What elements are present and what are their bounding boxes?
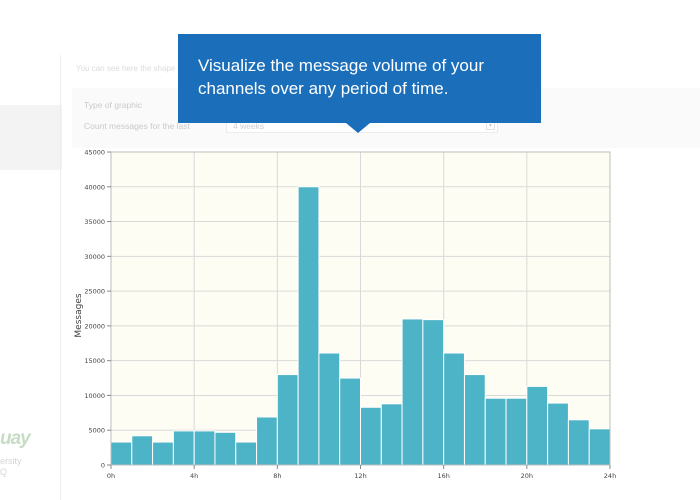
bar [484, 397, 507, 466]
x-axis: 0h 4h 8h 12h 16h 20h 24h [107, 465, 616, 480]
bar [193, 430, 216, 466]
chart-bars [110, 186, 611, 466]
bar [505, 397, 528, 466]
bar [152, 441, 174, 466]
bar [526, 385, 549, 466]
graphic-type-label: Type of graphic [84, 100, 143, 110]
bar [380, 403, 403, 466]
y-tick-label: 15000 [84, 357, 105, 365]
bar [318, 352, 341, 466]
bar [443, 352, 465, 466]
bar [297, 186, 320, 466]
bar [172, 430, 195, 466]
bar [588, 428, 611, 466]
bar [463, 374, 486, 466]
y-tick-label: 25000 [84, 288, 105, 296]
y-tick-label: 40000 [84, 183, 105, 191]
x-tick-label: 24h [604, 472, 616, 480]
y-tick-label: 20000 [84, 322, 105, 330]
x-tick-label: 4h [190, 472, 198, 480]
y-tick-label: 10000 [84, 392, 105, 400]
bar [110, 441, 133, 466]
left-sidebar-panel [0, 105, 62, 170]
x-tick-label: 20h [521, 472, 533, 480]
y-tick-label: 5000 [88, 427, 105, 435]
intro-text: You can see here the shape [76, 64, 176, 73]
x-tick-label: 16h [437, 472, 449, 480]
bar [235, 441, 258, 466]
bar [360, 406, 382, 466]
y-tick-label: 0 [101, 462, 105, 470]
bar [567, 419, 590, 466]
y-tick-label: 35000 [84, 218, 105, 226]
bar [214, 431, 237, 466]
bar [256, 416, 278, 466]
x-tick-label: 0h [107, 472, 115, 480]
y-tick-label: 30000 [84, 253, 105, 261]
period-select-value: 4 weeks [233, 121, 265, 131]
brand-subtitle-2: Q [0, 467, 8, 477]
sidebar-divider [60, 55, 61, 500]
bar [276, 374, 299, 466]
x-tick-label: 12h [354, 472, 366, 480]
brand-logo: uay [0, 428, 31, 449]
brand-subtitle: ersity [0, 456, 22, 466]
callout-text: Visualize the message volume of your cha… [198, 56, 485, 98]
feature-callout: Visualize the message volume of your cha… [178, 34, 541, 123]
callout-pointer [346, 123, 370, 133]
x-tick-label: 8h [273, 472, 281, 480]
y-axis: 0 5000 10000 15000 20000 25000 30000 35000 40000… [84, 149, 111, 470]
y-tick-label: 45000 [84, 149, 105, 157]
count-period-label: Count messages for the last [84, 121, 190, 131]
bar [131, 435, 154, 466]
y-axis-label: Messages [74, 293, 84, 337]
bar [339, 377, 362, 466]
bar [547, 402, 569, 466]
bar [401, 318, 424, 466]
bar [422, 319, 445, 466]
